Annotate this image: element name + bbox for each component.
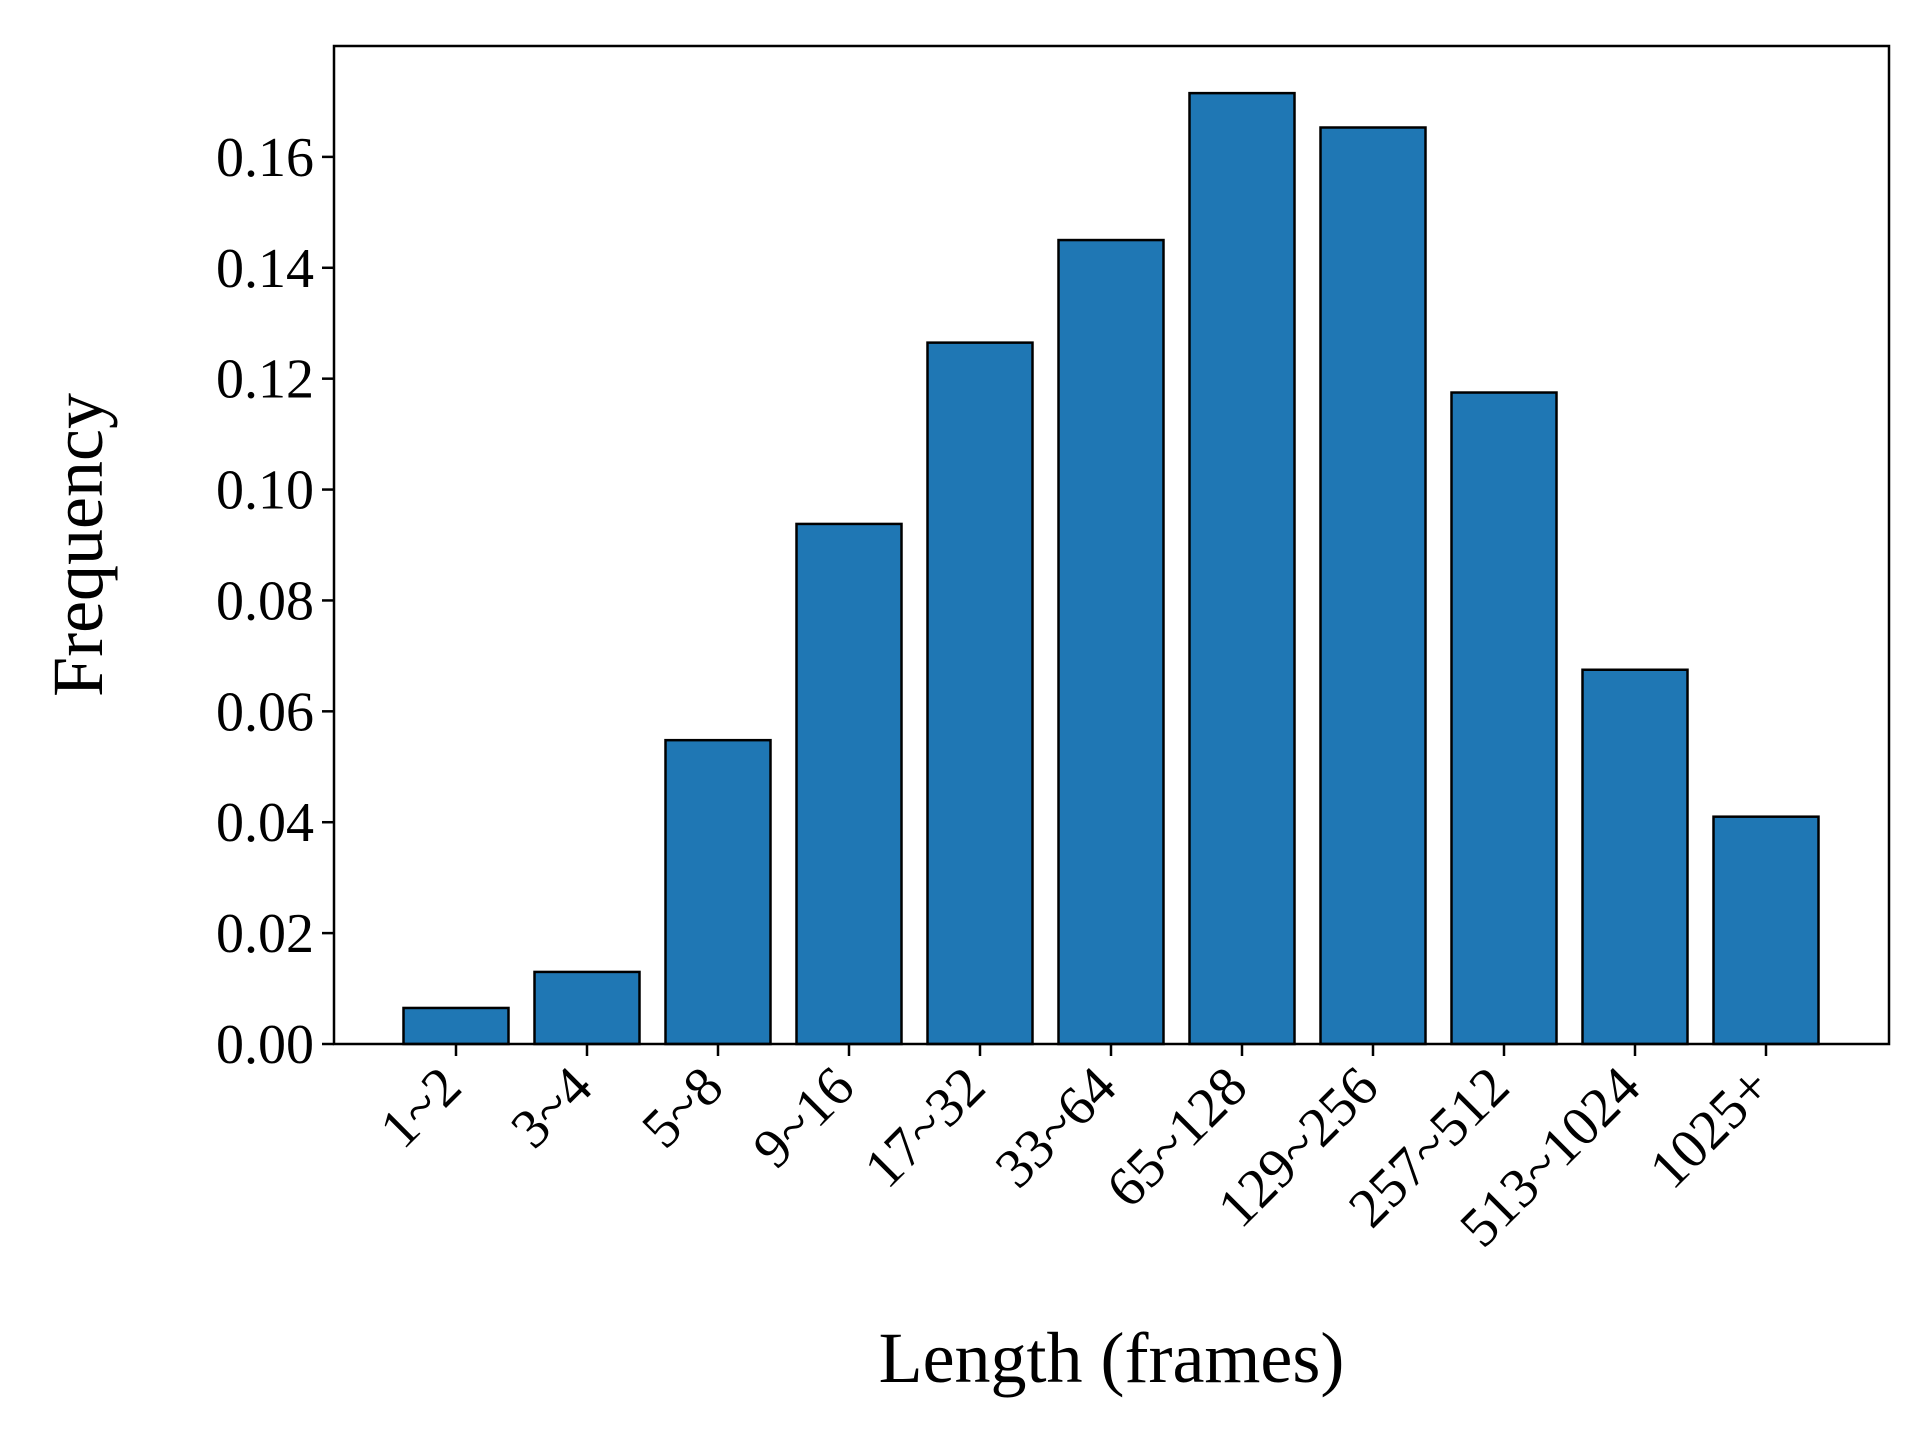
bar-17~32 <box>926 341 1034 1046</box>
bar-513~1024 <box>1581 668 1689 1046</box>
x-axis-label: Length (frames) <box>879 1318 1345 1398</box>
y-tick-label: 0.14 <box>216 238 314 300</box>
x-tick-label: 17~32 <box>853 1055 997 1199</box>
bar-257~512 <box>1450 391 1558 1046</box>
bar-5~8 <box>664 738 772 1046</box>
x-axis: 1~2 3~4 5~8 9~1617~3233~6465~128129~256257~… <box>368 1044 1783 1259</box>
y-tick-label: 0.12 <box>216 349 314 411</box>
y-tick-label: 0.06 <box>216 681 314 743</box>
bar-33~64 <box>1057 238 1165 1046</box>
x-tick-label: 5~8 <box>630 1055 735 1160</box>
bar-3~4 <box>533 970 641 1046</box>
y-axis: 0.00 0.02 0.04 0.06 0.08 0.10 0.12 0.14 0.16 <box>216 127 334 1076</box>
y-tick-label: 0.16 <box>216 127 314 189</box>
y-tick-label: 0.02 <box>216 903 314 965</box>
x-tick-label: 9~16 <box>742 1055 867 1180</box>
x-tick-label: 1025+ <box>1638 1055 1783 1200</box>
bar-129~256 <box>1319 126 1427 1046</box>
x-tick-label: 1~2 <box>368 1055 473 1160</box>
bar-9~16 <box>795 522 903 1046</box>
bar-65~128 <box>1188 91 1296 1046</box>
y-axis-label: Frequency <box>38 393 118 697</box>
bar-1~2 <box>402 1006 510 1046</box>
bar-1025+ <box>1712 815 1820 1046</box>
bar-group <box>402 91 1820 1046</box>
y-tick-label: 0.08 <box>216 570 314 632</box>
y-tick-label: 0.04 <box>216 792 314 854</box>
y-tick-label: 0.00 <box>216 1014 314 1076</box>
x-tick-label: 3~4 <box>499 1055 604 1160</box>
y-tick-label: 0.10 <box>216 460 314 522</box>
